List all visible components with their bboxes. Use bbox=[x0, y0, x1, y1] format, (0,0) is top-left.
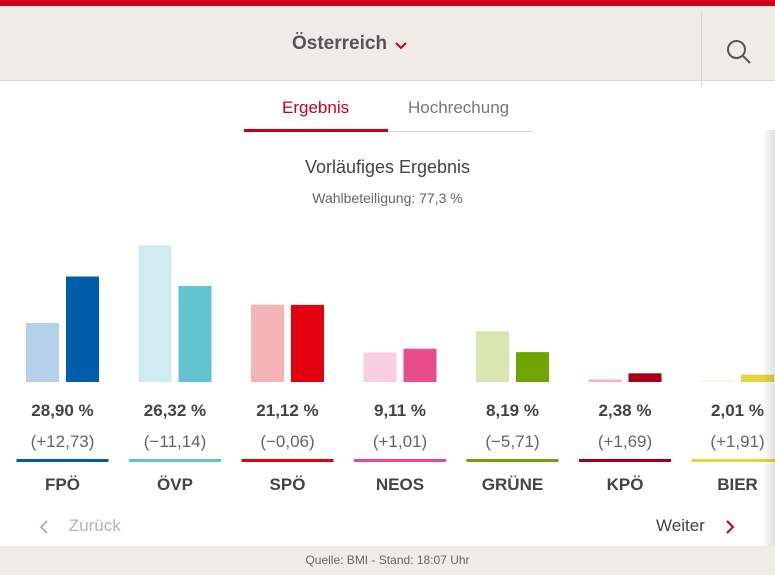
bar-current bbox=[291, 304, 324, 382]
turnout-text: Wahlbeteiligung: 77,3 % bbox=[312, 190, 463, 206]
bar-current bbox=[403, 348, 437, 382]
change-label: (−5,71) bbox=[485, 432, 539, 451]
party-color-line bbox=[691, 459, 775, 462]
change-label: (+1,01) bbox=[373, 432, 427, 451]
party-label: KPÖ bbox=[607, 475, 644, 494]
next-button[interactable]: Weiter bbox=[656, 516, 736, 536]
bar-current bbox=[178, 285, 212, 382]
source-footer: Quelle: BMI - Stand: 18:07 Uhr bbox=[0, 546, 775, 575]
bar-previous bbox=[251, 304, 284, 382]
party-label: NEOS bbox=[376, 475, 424, 494]
previous-button[interactable]: Zurück bbox=[38, 516, 121, 536]
results-bar-chart: 28,90 % (+12,73) FPÖ 26,32 % (−11,14) ÖVP 21,1… bbox=[16, 245, 775, 494]
party-color-line bbox=[354, 459, 446, 462]
party-color-line bbox=[16, 459, 109, 462]
result-tabs: Ergebnis Hochrechung bbox=[244, 90, 532, 132]
party-color-line bbox=[579, 459, 671, 462]
value-label: 9,11 % bbox=[374, 401, 426, 420]
change-label: (+1,69) bbox=[598, 432, 652, 451]
value-label: 21,12 % bbox=[256, 401, 318, 420]
value-label: 8,19 % bbox=[486, 401, 539, 420]
party-color-line bbox=[241, 459, 334, 462]
chevron-right-icon bbox=[725, 519, 734, 534]
party-label: ÖVP bbox=[157, 475, 193, 494]
bar-current bbox=[741, 374, 774, 382]
tab-hochrechnung[interactable]: Hochrechung bbox=[408, 98, 510, 117]
chevron-left-icon bbox=[39, 519, 48, 534]
party-label: SPÖ bbox=[270, 475, 306, 494]
value-label: 2,38 % bbox=[599, 401, 652, 420]
bar-previous bbox=[26, 322, 59, 382]
change-label: (+12,73) bbox=[31, 432, 95, 451]
bar-previous bbox=[363, 352, 397, 382]
search-icon bbox=[727, 40, 751, 64]
chevron-down-icon[interactable] bbox=[395, 42, 407, 50]
search-button[interactable] bbox=[701, 12, 775, 86]
tab-ergebnis[interactable]: Ergebnis bbox=[282, 98, 350, 117]
value-label: 26,32 % bbox=[144, 401, 206, 420]
party-label: FPÖ bbox=[45, 475, 80, 494]
bar-current bbox=[628, 373, 662, 382]
bar-current bbox=[516, 352, 549, 382]
bar-current bbox=[66, 276, 99, 382]
next-label: Weiter bbox=[656, 516, 705, 535]
change-label: (−0,06) bbox=[260, 432, 314, 451]
bar-previous bbox=[588, 379, 622, 382]
bar-previous bbox=[476, 331, 509, 382]
header: Österreich bbox=[0, 6, 775, 86]
active-tab-indicator bbox=[244, 129, 388, 132]
value-label: 2,01 % bbox=[711, 401, 764, 420]
bar-previous bbox=[138, 245, 172, 382]
party-label: BIER bbox=[717, 475, 758, 494]
chart-heading: Vorläufiges Ergebnis bbox=[304, 157, 471, 177]
value-label: 28,90 % bbox=[31, 401, 93, 420]
party-color-line bbox=[466, 459, 559, 462]
party-label: GRÜNE bbox=[482, 475, 543, 494]
top-accent-line bbox=[0, 0, 775, 6]
party-color-line bbox=[129, 459, 221, 462]
scroll-shadow bbox=[762, 130, 775, 546]
region-selector[interactable]: Österreich bbox=[292, 33, 388, 54]
change-label: (−11,14) bbox=[144, 432, 207, 451]
bar-previous bbox=[701, 380, 734, 382]
previous-label: Zurück bbox=[68, 516, 121, 535]
change-label: (+1,91) bbox=[710, 432, 764, 451]
